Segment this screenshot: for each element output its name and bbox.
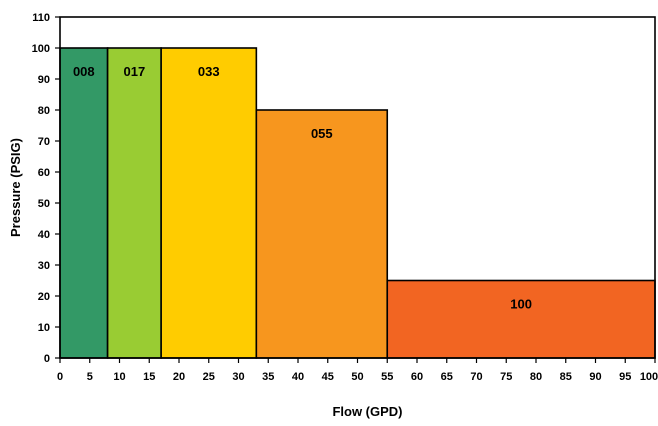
x-tick-label: 40 [292, 371, 304, 383]
bar-label-017: 017 [124, 64, 146, 79]
y-tick-label: 90 [38, 74, 50, 86]
y-tick-label: 30 [38, 260, 50, 272]
y-tick-label: 50 [38, 198, 50, 210]
bar-label-033: 033 [198, 64, 220, 79]
x-tick-label: 5 [87, 371, 93, 383]
x-tick-label: 95 [619, 371, 631, 383]
x-tick-label: 70 [470, 371, 482, 383]
bar-017 [106, 47, 162, 359]
x-tick-label: 80 [530, 371, 542, 383]
x-tick-label: 0 [57, 371, 63, 383]
y-tick-label: 40 [38, 229, 50, 241]
x-axis: 0 5 10 15 20 25 30 35 40 45 50 55 60 65 70 75 80 85 90 95 10… [57, 358, 658, 383]
bar-label-100: 100 [510, 297, 532, 312]
y-tick-label: 10 [38, 322, 50, 334]
bar-055 [255, 109, 389, 359]
y-axis: 0 10 20 30 40 50 60 70 80 90 100 110 [32, 12, 60, 365]
x-tick-label: 90 [589, 371, 601, 383]
x-tick-label: 60 [411, 371, 423, 383]
bar-033 [160, 47, 258, 359]
x-tick-label: 55 [381, 371, 393, 383]
x-tick-label: 10 [113, 371, 125, 383]
x-tick-label: 75 [500, 371, 512, 383]
y-tick-label: 70 [38, 136, 50, 148]
x-tick-label: 25 [203, 371, 215, 383]
x-tick-label: 45 [322, 371, 334, 383]
x-tick-label: 50 [351, 371, 363, 383]
bars-layer [59, 47, 656, 359]
y-tick-label: 20 [38, 291, 50, 303]
y-tick-label: 110 [32, 12, 50, 24]
bar-labels: 008 017 033 055 100 [73, 64, 532, 312]
y-tick-label: 60 [38, 167, 50, 179]
bar-label-055: 055 [311, 126, 333, 141]
bar-100 [386, 279, 656, 359]
y-tick-label: 0 [44, 353, 50, 365]
y-tick-label: 100 [32, 43, 50, 55]
y-axis-title: Pressure (PSIG) [8, 138, 23, 237]
x-tick-label: 35 [262, 371, 274, 383]
x-tick-label: 30 [232, 371, 244, 383]
x-tick-label: 65 [441, 371, 453, 383]
x-tick-label: 15 [143, 371, 155, 383]
x-axis-title: Flow (GPD) [332, 404, 402, 419]
bar-label-008: 008 [73, 64, 95, 79]
x-tick-label: 85 [560, 371, 572, 383]
bar-008 [59, 47, 109, 359]
y-tick-label: 80 [38, 105, 50, 117]
x-tick-label: 20 [173, 371, 185, 383]
x-tick-label: 100 [640, 371, 658, 383]
